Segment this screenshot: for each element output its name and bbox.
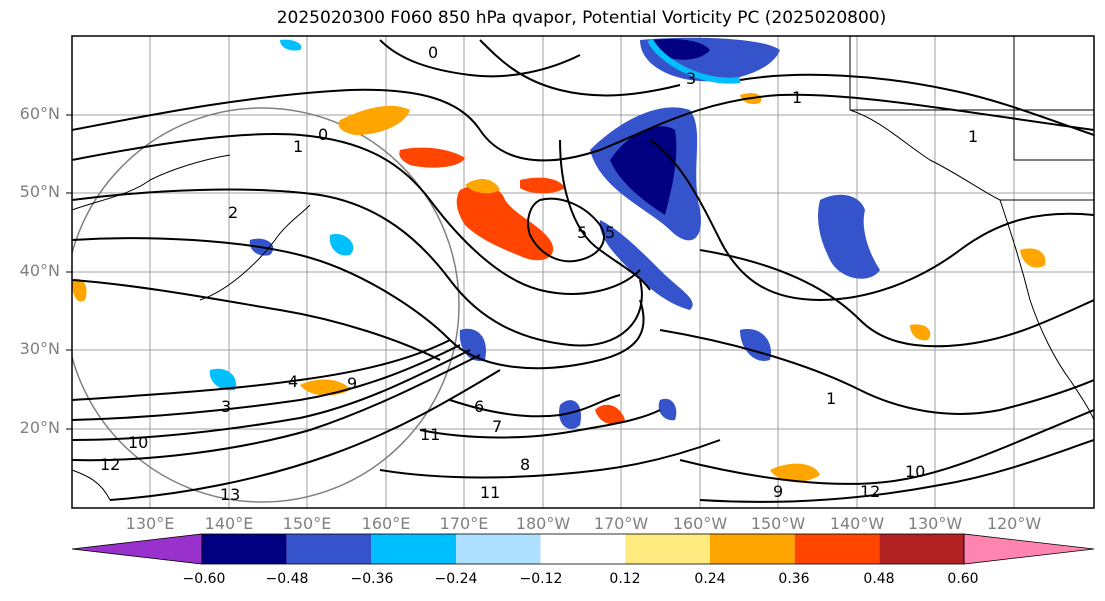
contour-label: 9: [773, 482, 783, 501]
lon-label: 140°E: [204, 514, 254, 533]
contour-label: 12: [860, 482, 880, 501]
colorbar-frame: [201, 533, 965, 565]
lon-label: 150°E: [282, 514, 332, 533]
contour-label: 7: [492, 417, 502, 436]
colorbar-segment: [710, 534, 795, 564]
map-title: 2025020300 F060 850 hPa qvapor, Potentia…: [276, 8, 887, 28]
lon-label: 120°W: [986, 514, 1042, 533]
coastlines: [72, 36, 1094, 501]
contour-label: 10: [128, 433, 148, 452]
colorbar-segment: [456, 534, 541, 564]
contour-label: 0: [318, 125, 328, 144]
contour-lines: [72, 39, 1094, 503]
colorbar-segment: [371, 534, 456, 564]
contour-label: 1: [293, 137, 303, 156]
contour-label: 11: [420, 425, 440, 444]
contour-label: 1: [968, 127, 978, 146]
colorbar-tick-label: −0.12: [519, 571, 563, 587]
colorbar-segment: [202, 534, 287, 564]
contour-label: 11: [480, 483, 500, 502]
lon-label: 160°W: [672, 514, 728, 533]
colorbar-segment: [71, 533, 203, 565]
colorbar-tick-label: −0.48: [265, 571, 309, 587]
contour-label: 10: [905, 462, 925, 481]
contour-label: 5: [577, 223, 587, 242]
lon-label: 170°E: [439, 514, 489, 533]
contour-label: 2: [228, 203, 238, 222]
axis-ticks: [66, 114, 72, 430]
colorbar-tick-label: 0.60: [947, 571, 979, 587]
colorbar-segment: [794, 534, 880, 564]
contour-label: 4: [288, 372, 298, 391]
colorbar-segment: [286, 534, 372, 564]
lat-label: 40°N: [19, 261, 60, 280]
colorbar-tick-label: 0.36: [778, 571, 810, 587]
colorbar-tick-label: 0.24: [694, 571, 726, 587]
lon-label: 150°W: [750, 514, 806, 533]
colorbar-tick-label: −0.24: [434, 571, 478, 587]
contour-label: 12: [100, 455, 120, 474]
contour-label-group: 0 1 1 2 3 3 4 5 5 6 7 8 9 9 10 10 11 11 …: [100, 43, 978, 504]
contour-label: 9: [347, 374, 357, 393]
lon-label: 180°W: [515, 514, 571, 533]
colorbar-segment: [963, 533, 1095, 565]
contour-label: 1: [792, 88, 802, 107]
colorbar-tick-label: 0.48: [863, 571, 895, 587]
colorbar-tick-label: −0.60: [182, 571, 226, 587]
lat-label: 60°N: [19, 104, 60, 123]
lon-label: 140°W: [829, 514, 885, 533]
colorbar-segment: [879, 534, 964, 564]
colorbar: [71, 533, 1095, 565]
contour-label: 6: [474, 397, 484, 416]
colorbar-segment: [540, 534, 626, 564]
contour-label: 3: [686, 69, 696, 88]
contour-label: 1: [826, 389, 836, 408]
lon-label: 160°E: [361, 514, 411, 533]
contour-label: 3: [221, 397, 231, 416]
contour-label: 8: [520, 455, 530, 474]
lat-label: 20°N: [19, 418, 60, 437]
contour-label: 13: [220, 485, 240, 504]
contour-label: 0: [428, 43, 438, 62]
lat-label: 50°N: [19, 182, 60, 201]
lon-label: 170°W: [593, 514, 649, 533]
lat-label: 30°N: [19, 339, 60, 358]
range-ring: [72, 107, 460, 503]
colorbar-segment: [625, 534, 710, 564]
lon-label: 130°E: [125, 514, 175, 533]
colorbar-tick-label: 0.12: [609, 571, 641, 587]
lon-label: 130°W: [907, 514, 963, 533]
contour-label: 5: [605, 223, 615, 242]
colorbar-tick-label: −0.36: [350, 571, 394, 587]
